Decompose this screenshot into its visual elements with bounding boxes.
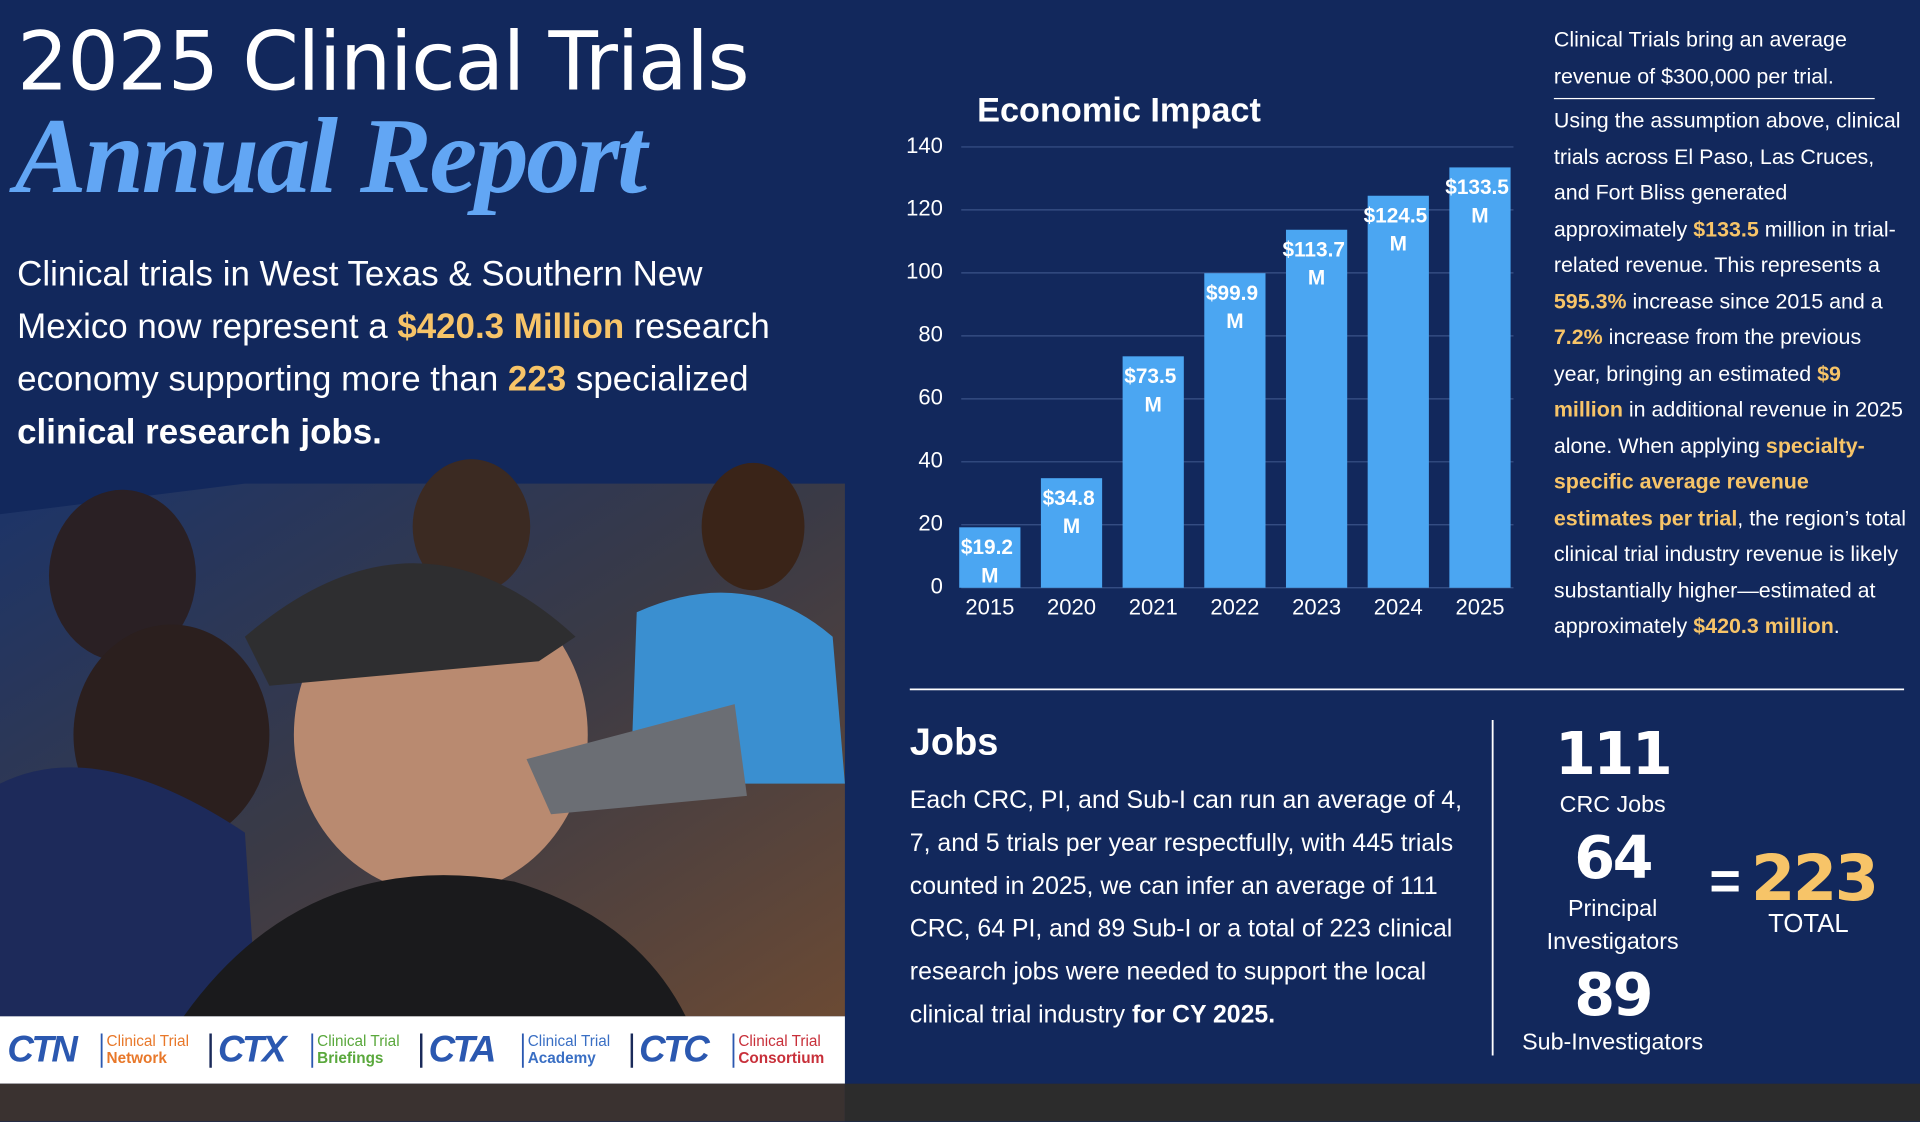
photo-figure — [412, 459, 531, 594]
text-run: research economy supporting more than — [17, 307, 770, 400]
photo-figure — [244, 563, 576, 686]
text-run: in additional revenue in 2025 alone. Whe… — [1553, 396, 1903, 458]
total-value: 223 — [1751, 842, 1879, 916]
bar — [1122, 356, 1184, 588]
logo-mark: CTA — [429, 1029, 494, 1070]
jobs-body: Each CRC, PI, and Sub-I can run an avera… — [910, 780, 1476, 1037]
text-run: clinical research jobs. — [17, 412, 382, 452]
stat-label: CRC Jobs — [1559, 792, 1666, 818]
intro: Clinical trials in West Texas & Southern… — [17, 249, 813, 460]
text-run: Using the assumption above, clinical tri… — [1553, 107, 1901, 241]
equals-sign: = — [1709, 851, 1741, 912]
photo-figure — [701, 462, 805, 591]
logo-mark: CTX — [218, 1029, 289, 1070]
y-tick-label: 100 — [906, 259, 943, 284]
x-tick-label: 2024 — [1374, 594, 1423, 619]
y-tick-label: 0 — [931, 574, 943, 599]
text-run: specialty-specific average revenue estim… — [1553, 432, 1865, 530]
x-tick-label: 2025 — [1455, 594, 1504, 619]
logo-name: Briefings — [317, 1050, 383, 1067]
value-label: $133.5 M — [1445, 176, 1514, 227]
text-run: , the region’s total clinical trial indu… — [1553, 505, 1907, 638]
chart-title: Economic Impact — [977, 92, 1261, 130]
x-tick-label: 2023 — [1292, 594, 1341, 619]
logo-mark: CTC — [639, 1029, 710, 1070]
text-run: Each CRC, PI, and Sub-I can run an avera… — [909, 787, 1462, 1029]
photo-bottom — [0, 1083, 845, 1122]
text-run: $420.3 million — [1693, 613, 1834, 638]
logo-name: Clinical Trial — [738, 1033, 820, 1050]
stat-label: Sub-Investigators — [1522, 1029, 1704, 1056]
y-tick-label: 40 — [918, 448, 943, 473]
logo-name: Clinical Trial — [528, 1033, 610, 1050]
logo-mark: CTN — [7, 1029, 79, 1070]
logo-name: Consortium — [738, 1050, 824, 1067]
sidebar-body: Using the assumption above, clinical tri… — [1554, 103, 1909, 645]
stat-value: 64 — [1574, 824, 1653, 893]
title: 2025 Clinical Trials — [17, 14, 749, 109]
footer-strip — [844, 1083, 1920, 1122]
photo-laptop — [526, 704, 747, 815]
x-tick-label: 2021 — [1129, 594, 1178, 619]
value-label: $124.5 M — [1364, 204, 1433, 255]
bar — [1367, 195, 1429, 588]
value-label: $34.8 M — [1043, 486, 1101, 537]
text-run: $133.5 — [1693, 216, 1759, 241]
text-run: for CY 2025. — [1132, 1001, 1276, 1029]
stat-label: Principal Investigators — [1546, 896, 1679, 956]
text-run: 595.3% — [1553, 288, 1627, 313]
text-run: Clinical trials in West Texas & Southern… — [17, 254, 703, 347]
text-run: 7.2% — [1553, 324, 1603, 349]
stat-value: 111 — [1554, 720, 1673, 789]
bar — [1285, 229, 1348, 588]
bar — [959, 527, 1021, 588]
text-run: specialized — [566, 360, 749, 400]
y-tick-label: 20 — [918, 511, 943, 536]
value-label: $19.2 M — [961, 536, 1019, 587]
text-run: . — [1833, 613, 1840, 638]
logo-name: Network — [107, 1050, 168, 1067]
photo-figure — [48, 489, 196, 662]
y-tick-label: 60 — [918, 385, 943, 410]
text-run: million in trial-related revenue. This r… — [1553, 216, 1896, 277]
value-label: $73.5 M — [1124, 365, 1182, 416]
photo-figure — [0, 767, 258, 1017]
sidebar-lead: Clinical Trials bring an average revenue… — [1553, 22, 1875, 100]
y-tick-label: 120 — [906, 196, 943, 221]
bar — [1449, 167, 1511, 588]
text-run: increase from the previous year, bringin… — [1553, 324, 1862, 386]
text-run: $420.3 Million — [397, 307, 625, 347]
subtitle: Annual Report — [14, 97, 647, 217]
y-tick-label: 140 — [906, 133, 943, 158]
value-label: $99.9 M — [1206, 282, 1264, 333]
logo-name: Clinical Trial — [107, 1033, 189, 1050]
logo-name: Clinical Trial — [317, 1033, 399, 1050]
bar — [1040, 478, 1103, 588]
text-run: 223 — [507, 360, 567, 400]
x-tick-label: 2022 — [1210, 594, 1259, 619]
bar — [1204, 273, 1266, 588]
x-tick-label: 2020 — [1047, 594, 1096, 619]
photo-figure — [183, 875, 686, 1017]
x-tick-label: 2015 — [965, 594, 1014, 619]
stat-value: 89 — [1574, 961, 1653, 1030]
text-run: increase since 2015 and a — [1626, 288, 1883, 313]
total-label: TOTAL — [1768, 909, 1849, 938]
text-run: $9 million — [1553, 360, 1841, 422]
logo-name: Academy — [528, 1050, 597, 1067]
jobs-title: Jobs — [909, 720, 999, 763]
y-tick-label: 80 — [918, 322, 943, 347]
value-label: $113.7 M — [1282, 238, 1350, 289]
